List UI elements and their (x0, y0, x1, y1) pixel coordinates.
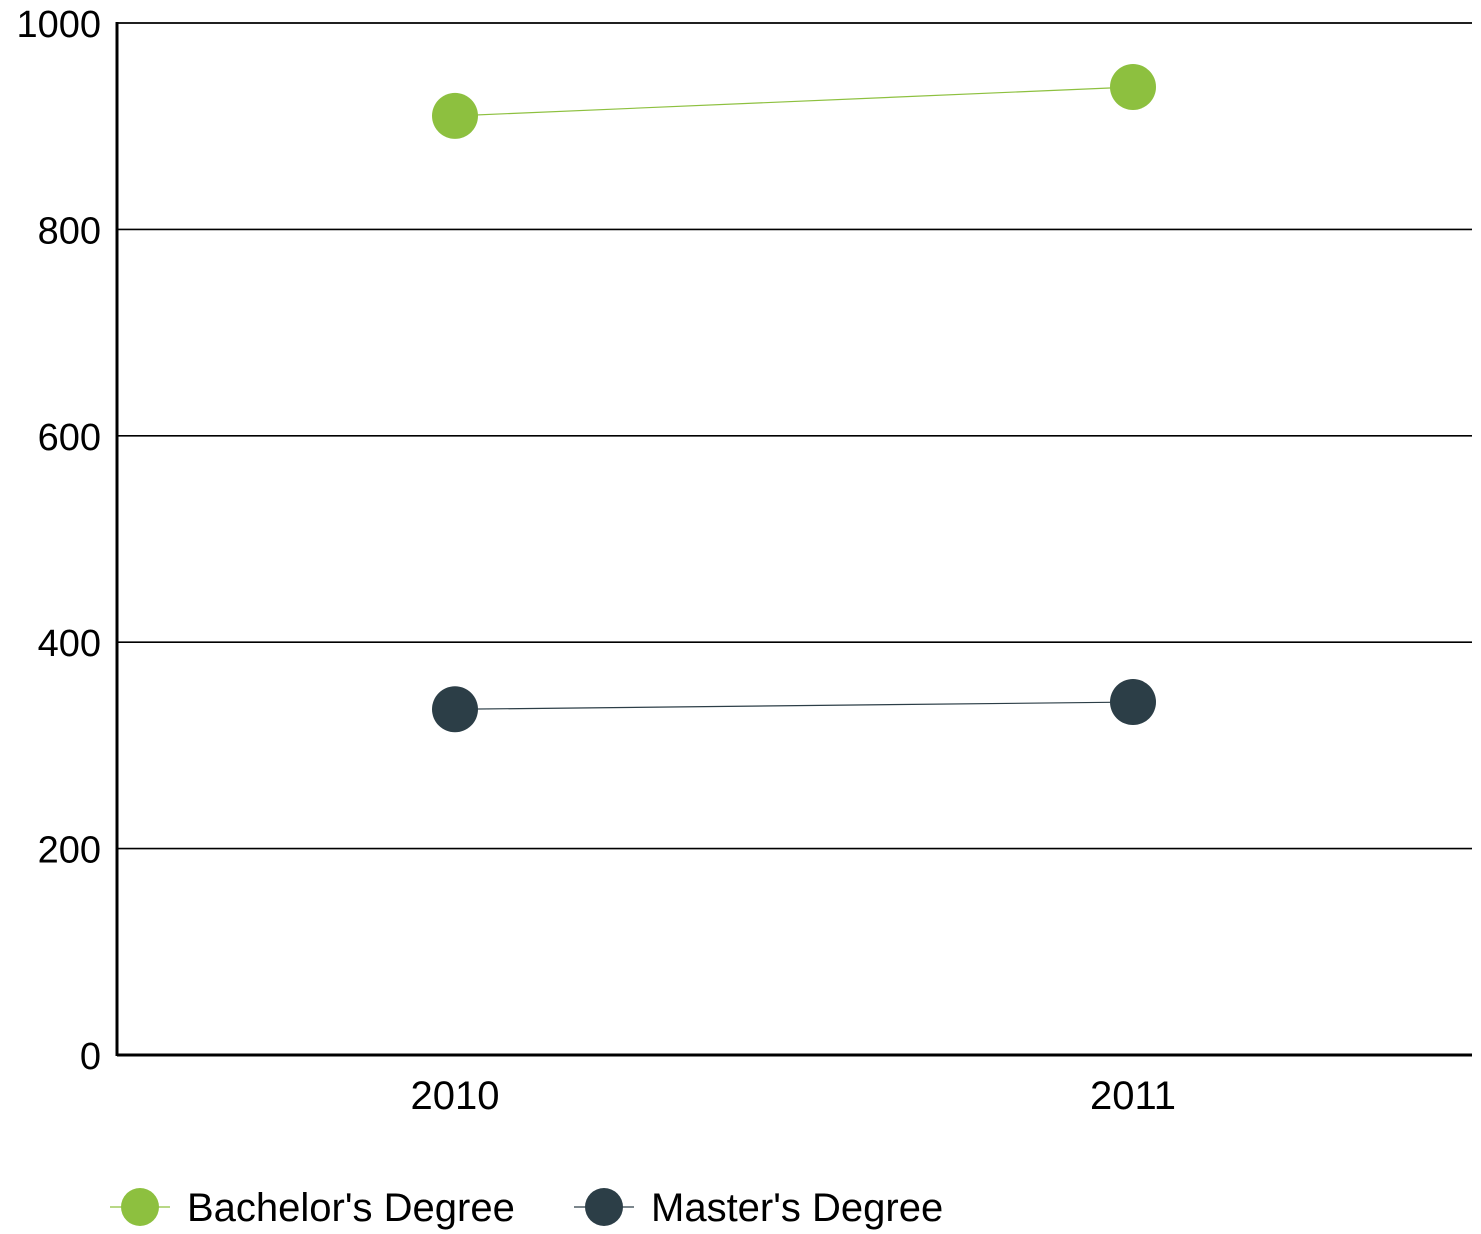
data-point (1110, 679, 1156, 726)
series-0 (432, 63, 1156, 139)
legend-label: Master's Degree (651, 1186, 943, 1230)
x-tick-label: 2011 (1090, 1074, 1176, 1118)
legend-label: Bachelor's Degree (187, 1186, 515, 1230)
x-tick-label: 2010 (411, 1074, 500, 1118)
series-line (454, 701, 1134, 710)
y-tick-label: 400 (38, 623, 101, 665)
legend: Bachelor's Degree Master's Degree (110, 1186, 943, 1230)
y-tick-label: 1000 (16, 4, 101, 46)
y-tick-label: 200 (38, 830, 101, 872)
axes (115, 22, 1472, 1057)
data-point (1110, 63, 1156, 110)
data-point (432, 686, 478, 733)
series-line (454, 86, 1134, 117)
y-axis-tick-labels: 0 200 400 600 800 1000 (16, 4, 101, 1078)
legend-item: Master's Degree (574, 1186, 943, 1230)
gridlines (117, 22, 1472, 850)
y-tick-label: 800 (38, 210, 101, 252)
y-tick-label: 600 (38, 417, 101, 459)
legend-swatch-marker (121, 1188, 159, 1226)
series-layer (432, 63, 1156, 733)
data-point (432, 92, 478, 139)
legend-swatch-marker (585, 1188, 623, 1226)
x-axis-tick-labels: 2010 2011 (411, 1074, 1177, 1118)
y-tick-label: 0 (80, 1036, 101, 1078)
legend-item: Bachelor's Degree (110, 1186, 515, 1230)
series-1 (432, 679, 1156, 733)
